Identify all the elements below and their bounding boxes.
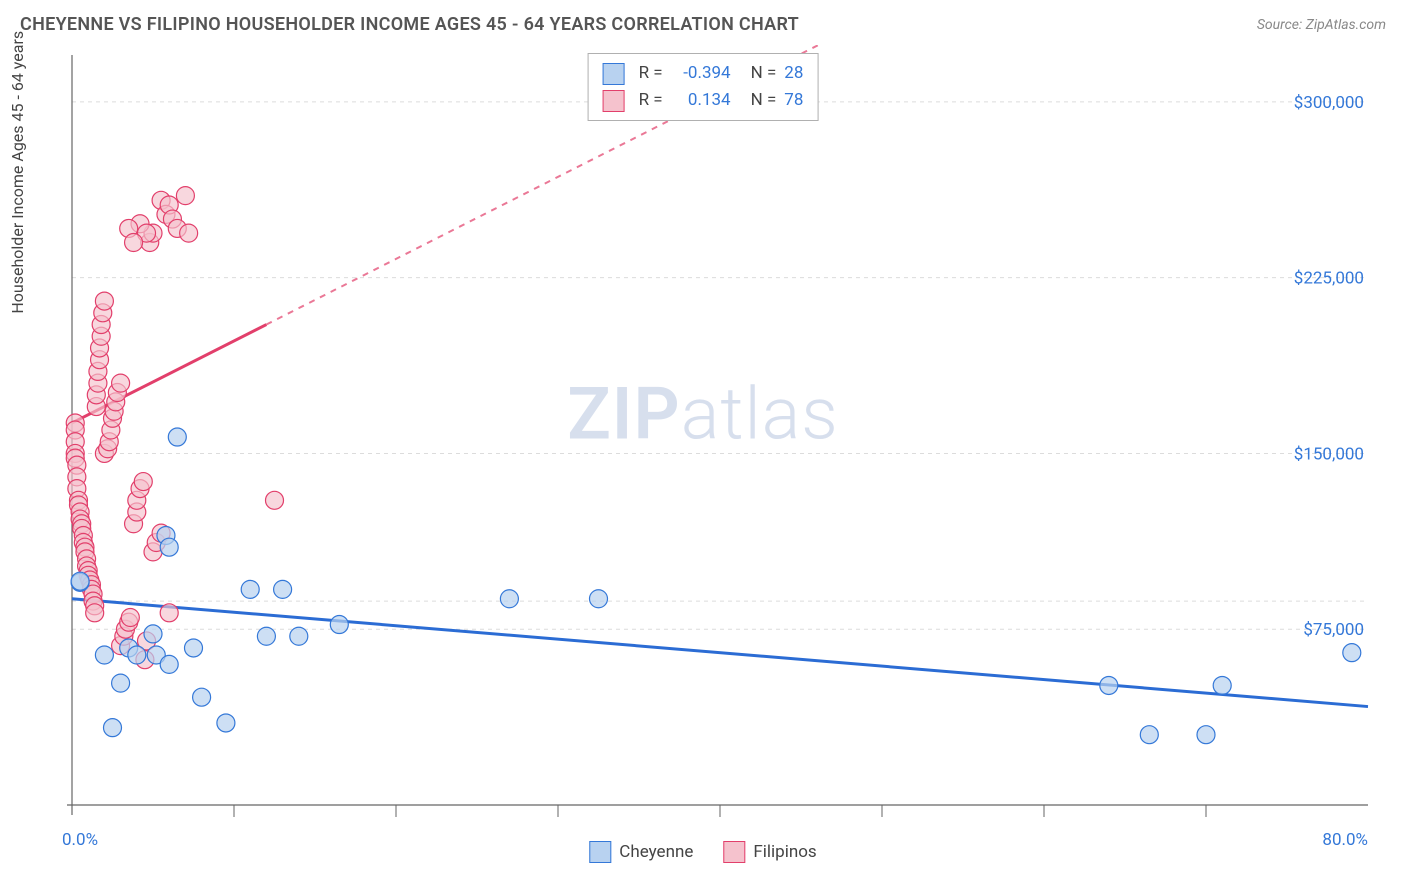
n-value-cheyenne: 28 bbox=[784, 60, 803, 87]
legend-swatch-filipinos bbox=[723, 841, 745, 863]
chart-container: Householder Income Ages 45 - 64 years ZI… bbox=[18, 45, 1388, 865]
series-legend: Cheyenne Filipinos bbox=[589, 841, 816, 863]
n-value-filipinos: 78 bbox=[784, 87, 803, 114]
r-label: R = bbox=[639, 87, 663, 114]
r-label: R = bbox=[639, 60, 663, 87]
y-axis-label: Householder Income Ages 45 - 64 years bbox=[8, 31, 27, 314]
legend-label-filipinos: Filipinos bbox=[753, 842, 816, 862]
swatch-cheyenne bbox=[603, 63, 625, 85]
legend-item-filipinos: Filipinos bbox=[723, 841, 816, 863]
n-label: N = bbox=[751, 87, 777, 114]
stats-row-cheyenne: R = -0.394 N = 28 bbox=[603, 60, 804, 87]
chart-title: CHEYENNE VS FILIPINO HOUSEHOLDER INCOME … bbox=[20, 14, 799, 35]
legend-item-cheyenne: Cheyenne bbox=[589, 841, 693, 863]
svg-text:$225,000: $225,000 bbox=[1294, 269, 1364, 289]
r-value-filipinos: 0.134 bbox=[671, 87, 731, 114]
svg-text:0.0%: 0.0% bbox=[62, 830, 98, 850]
legend-label-cheyenne: Cheyenne bbox=[619, 842, 693, 862]
svg-text:$75,000: $75,000 bbox=[1303, 620, 1364, 640]
r-value-cheyenne: -0.394 bbox=[671, 60, 731, 87]
source-prefix: Source: bbox=[1257, 17, 1306, 33]
swatch-filipinos bbox=[603, 90, 625, 112]
stats-row-filipinos: R = 0.134 N = 78 bbox=[603, 87, 804, 114]
legend-swatch-cheyenne bbox=[589, 841, 611, 863]
svg-text:80.0%: 80.0% bbox=[1322, 830, 1368, 850]
svg-text:$150,000: $150,000 bbox=[1294, 444, 1364, 464]
source-name: ZipAtlas.com bbox=[1306, 17, 1386, 33]
svg-text:$300,000: $300,000 bbox=[1294, 93, 1364, 113]
stats-legend-box: R = -0.394 N = 28 R = 0.134 N = 78 bbox=[588, 53, 819, 121]
scatter-chart: $75,000 $150,000 $225,000 $300,000 0.0% 80.0% bbox=[18, 45, 1388, 865]
source-label: Source: ZipAtlas.com bbox=[1257, 17, 1386, 33]
n-label: N = bbox=[751, 60, 777, 87]
